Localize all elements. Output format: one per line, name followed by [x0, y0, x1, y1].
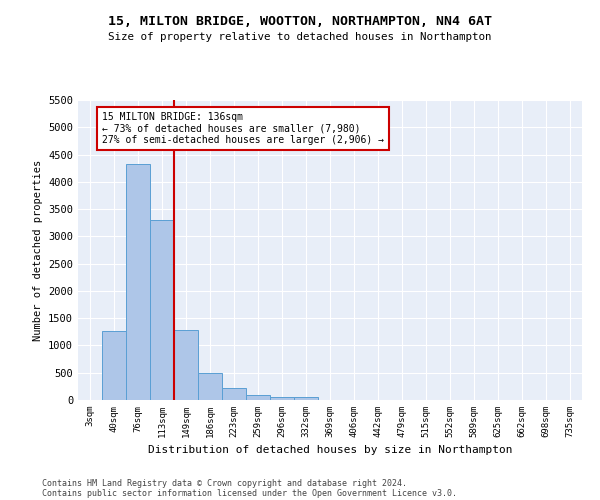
Text: Size of property relative to detached houses in Northampton: Size of property relative to detached ho…: [108, 32, 492, 42]
Text: 15 MILTON BRIDGE: 136sqm
← 73% of detached houses are smaller (7,980)
27% of sem: 15 MILTON BRIDGE: 136sqm ← 73% of detach…: [102, 112, 384, 145]
Bar: [246, 395, 270, 400]
Text: Contains HM Land Registry data © Crown copyright and database right 2024.: Contains HM Land Registry data © Crown c…: [42, 478, 407, 488]
Y-axis label: Number of detached properties: Number of detached properties: [32, 160, 43, 340]
Bar: [294, 398, 318, 400]
Text: 15, MILTON BRIDGE, WOOTTON, NORTHAMPTON, NN4 6AT: 15, MILTON BRIDGE, WOOTTON, NORTHAMPTON,…: [108, 15, 492, 28]
Bar: [198, 374, 222, 400]
Bar: [270, 396, 294, 400]
X-axis label: Distribution of detached houses by size in Northampton: Distribution of detached houses by size …: [148, 446, 512, 456]
Bar: [126, 164, 150, 400]
Text: Contains public sector information licensed under the Open Government Licence v3: Contains public sector information licen…: [42, 488, 457, 498]
Bar: [102, 330, 126, 400]
Bar: [222, 388, 246, 400]
Bar: [150, 220, 174, 400]
Bar: [174, 330, 198, 400]
